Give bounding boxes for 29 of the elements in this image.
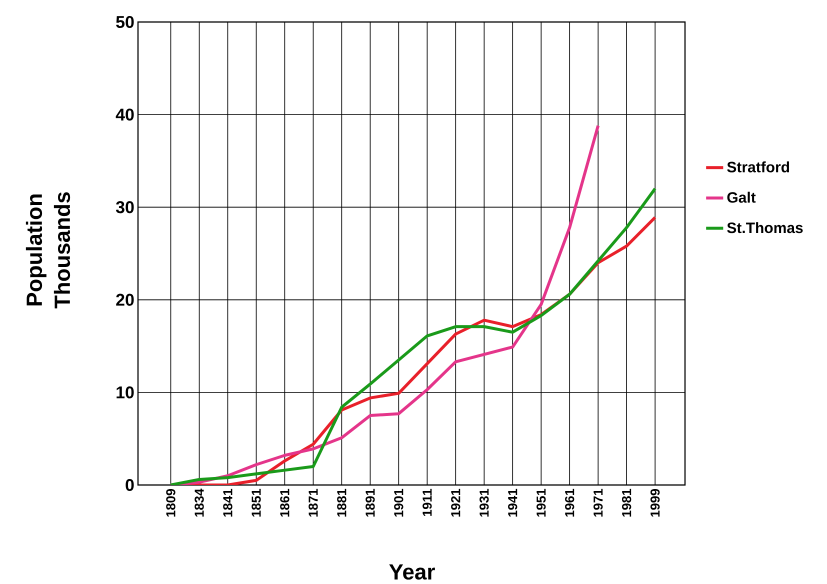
x-tick-label: 1891: [366, 488, 375, 517]
x-tick-label: 1841: [223, 488, 232, 517]
x-tick-label: 1881: [337, 488, 346, 517]
x-axis-title: Year: [389, 564, 435, 580]
x-tick-label: 1971: [594, 488, 603, 517]
x-tick-label: 1871: [308, 488, 318, 517]
legend-label: Galt: [727, 192, 756, 203]
y-tick-label: 20: [116, 294, 134, 306]
y-tick-label: 0: [126, 478, 134, 492]
legend-label: St.Thomas: [727, 222, 803, 234]
x-tick-label: 1981: [622, 488, 632, 517]
y-tick-label: 50: [116, 16, 134, 28]
x-tick-label: 1941: [508, 488, 518, 517]
y-tick-label: 40: [116, 108, 134, 121]
x-tick-label: 1999: [650, 489, 660, 517]
legend-label: Stratford: [727, 161, 790, 172]
x-tick-label: 1851: [252, 488, 261, 517]
x-tick-label: 1809: [166, 489, 176, 517]
x-tick-label: 1861: [280, 488, 290, 517]
x-tick-label: 1961: [565, 488, 574, 517]
y-tick-label: 10: [116, 386, 134, 398]
x-tick-label: 1911: [422, 488, 432, 516]
x-tick-label: 1931: [480, 488, 489, 517]
x-tick-label: 1834: [194, 488, 204, 517]
x-tick-label: 1921: [451, 488, 460, 517]
x-tick-label: 1901: [394, 488, 404, 517]
x-tick-label: 1951: [536, 488, 546, 517]
y-axis-title: Population Thousands: [26, 192, 70, 308]
y-tick-label: 30: [116, 201, 134, 214]
